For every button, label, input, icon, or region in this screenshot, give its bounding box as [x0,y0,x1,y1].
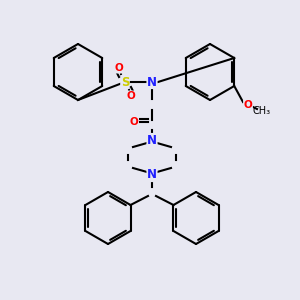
Text: N: N [147,134,157,146]
Text: O: O [130,117,138,127]
Text: S: S [121,76,129,88]
Text: N: N [147,76,157,88]
Text: O: O [115,63,123,73]
Text: CH₃: CH₃ [253,106,271,116]
Text: O: O [127,91,135,101]
Text: O: O [244,100,252,110]
Text: N: N [147,169,157,182]
